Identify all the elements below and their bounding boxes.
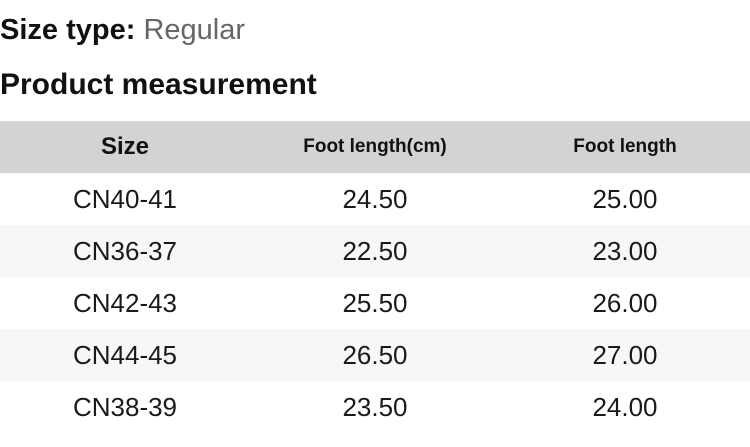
column-header-foot-length-cm: Foot length(cm) [303,136,447,157]
table-row: CN36-37 22.50 23.00 [0,225,750,277]
table-cell: 26.50 [342,339,408,370]
column-header-foot-length: Foot length [573,136,677,157]
measurement-table: Size Foot length(cm) Foot length CN40-41… [0,121,750,433]
table-cell: 27.00 [592,339,658,370]
size-type-value: Regular [143,14,245,46]
table-row: CN42-43 25.50 26.00 [0,277,750,329]
table-cell: 23.50 [342,391,408,422]
table-cell: CN44-45 [72,339,178,370]
size-type-label: Size type: [0,14,136,46]
table-row: CN38-39 23.50 24.00 [0,381,750,433]
table-cell: CN38-39 [72,391,178,422]
table-cell: 26.00 [592,287,658,318]
table-cell: 24.50 [342,183,408,214]
table-cell: 25.50 [342,287,408,318]
table-cell: CN36-37 [72,235,178,266]
table-cell: 23.00 [592,235,658,266]
table-header: Size Foot length(cm) Foot length [0,121,750,173]
table-cell: 22.50 [342,235,408,266]
table-cell: 24.00 [592,391,658,422]
table-cell: CN42-43 [72,287,178,318]
size-chart-section: Size type: Regular Product measurement S… [0,13,750,433]
table-header-row: Size Foot length(cm) Foot length [0,121,750,173]
size-type-line: Size type: Regular [0,13,750,47]
table-cell: CN40-41 [72,183,178,214]
table-row: CN40-41 24.50 25.00 [0,173,750,225]
table-row: CN44-45 26.50 27.00 [0,329,750,381]
table-body: CN40-41 24.50 25.00 CN36-37 22.50 23.00 CN42-4… [0,173,750,433]
column-header-size: Size [100,133,150,160]
table-cell: 25.00 [592,183,658,214]
product-measurement-title: Product measurement [0,68,317,101]
